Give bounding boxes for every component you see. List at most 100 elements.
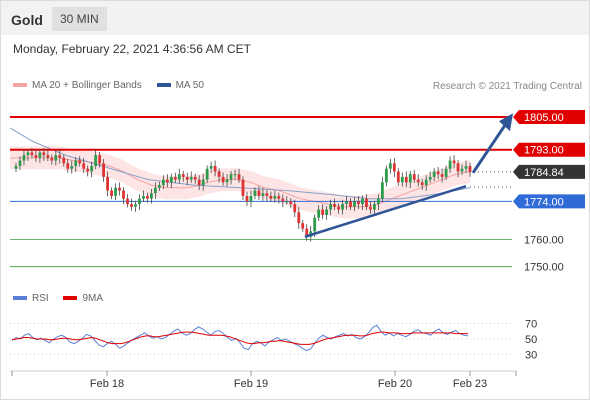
candle-body	[217, 171, 221, 177]
candle-body	[392, 163, 396, 172]
candle-body	[201, 179, 205, 186]
candle-body	[225, 179, 229, 183]
candle-body	[460, 168, 464, 172]
candle-body	[361, 198, 364, 205]
candle-body	[209, 166, 213, 169]
candle-body	[408, 174, 412, 183]
candle-body	[42, 152, 46, 156]
legend-item-rsi: RSI	[13, 293, 49, 304]
candle-body	[257, 190, 261, 196]
candle-body	[261, 193, 265, 196]
candle-body	[30, 152, 34, 156]
candle-body	[146, 195, 149, 199]
rsi-level-label-1: 50	[525, 334, 537, 346]
candle-body	[181, 174, 185, 177]
candle-body	[464, 166, 468, 169]
level-label-2: 1784.84	[524, 167, 564, 179]
candle-body	[110, 190, 113, 196]
candle-body	[34, 155, 38, 158]
candle-body	[229, 174, 233, 180]
candle-body	[377, 198, 380, 205]
candle-body	[173, 176, 177, 180]
candle-body	[297, 212, 301, 224]
main-legend: MA 20 + Bollinger Bands MA 50	[13, 80, 204, 91]
legend-label-rsi-ma: 9MA	[82, 293, 104, 304]
candle-body	[193, 176, 197, 180]
candle-body	[468, 166, 472, 172]
candle-body	[400, 176, 404, 183]
candle-body	[265, 193, 269, 196]
candle-body	[388, 163, 392, 169]
candle-body	[269, 195, 273, 199]
candle-body	[197, 179, 201, 186]
level-box-1	[513, 142, 585, 157]
legend-item-ma50: MA 50	[156, 80, 204, 91]
candle-body	[249, 195, 253, 202]
candle-body	[122, 190, 125, 199]
candle-body	[424, 179, 428, 186]
candle-body	[165, 179, 169, 183]
candle-body	[289, 201, 293, 205]
candle-body	[448, 160, 452, 169]
rsi-line	[11, 324, 469, 352]
candle-body	[384, 168, 388, 183]
rsi-level-label-0: 70	[525, 319, 537, 331]
trendline	[304, 184, 467, 238]
candle-body	[82, 163, 86, 169]
level-label-4: 1760.00	[524, 234, 564, 246]
candle-body	[126, 198, 129, 205]
candle-body	[98, 155, 102, 164]
candle-body	[396, 171, 400, 183]
legend-label-ma20: MA 20 + Bollinger Bands	[32, 80, 142, 91]
candle-body	[345, 201, 348, 205]
candle-body	[66, 163, 70, 169]
candle-body	[380, 182, 384, 199]
candle-body	[54, 155, 58, 161]
candle-body	[185, 176, 189, 180]
level-label-1: 1793.00	[524, 145, 564, 157]
legend-swatch-ma20	[13, 83, 27, 88]
candle-body	[142, 195, 145, 199]
candle-body	[169, 176, 173, 183]
candle-body	[138, 198, 141, 205]
legend-label-rsi: RSI	[32, 293, 49, 304]
level-box-0	[513, 110, 585, 125]
level-box-3	[513, 194, 585, 209]
candle-body	[58, 155, 62, 158]
candle-body	[436, 171, 440, 175]
candle-body	[273, 195, 277, 199]
candle-body	[305, 228, 309, 237]
legend-swatch-rsi-ma	[63, 296, 78, 301]
candle-body	[329, 204, 333, 210]
instrument-title: Gold	[11, 12, 43, 28]
candle-body	[321, 209, 325, 215]
candle-body	[78, 160, 82, 164]
candle-body	[404, 176, 408, 183]
level-label-0: 1805.00	[524, 112, 564, 124]
projection-arrow-head	[499, 113, 513, 132]
timeframe-badge[interactable]: 30 MIN	[52, 7, 107, 31]
x-tick-label-3: Feb 23	[453, 378, 487, 390]
candle-body	[94, 155, 98, 167]
candle-body	[333, 204, 336, 207]
candle-body	[440, 174, 444, 177]
candle-body	[281, 198, 285, 202]
candle-body	[293, 204, 297, 213]
candle-body	[150, 193, 153, 199]
candle-body	[18, 160, 22, 167]
candle-body	[341, 204, 344, 210]
ma50-line	[9, 127, 471, 200]
rsi-legend: RSI 9MA	[13, 293, 103, 304]
candle-body	[22, 155, 26, 161]
candle-body	[349, 201, 352, 207]
rsi-ma-line	[11, 331, 468, 345]
candle-body	[373, 204, 376, 210]
candle-body	[161, 179, 165, 186]
bollinger-band	[10, 146, 470, 219]
candle-body	[26, 152, 30, 156]
candle-body	[102, 163, 106, 177]
candle-body	[325, 209, 329, 215]
candle-body	[118, 187, 121, 191]
candle-body	[241, 179, 245, 196]
